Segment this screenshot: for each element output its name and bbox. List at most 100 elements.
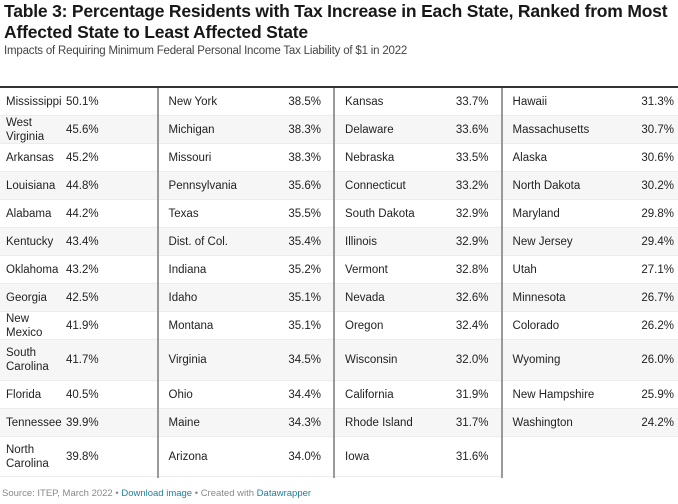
table-row: Delaware 33.6% xyxy=(335,116,501,144)
state-percentage: 32.6% xyxy=(455,291,489,304)
table-row: Alaska 30.6% xyxy=(502,144,678,172)
state-percentage: 41.9% xyxy=(66,319,99,332)
table-row: Washington 24.2% xyxy=(502,409,678,437)
state-name: Missouri xyxy=(168,151,212,164)
table-row: Iowa 31.6% xyxy=(335,437,501,477)
table-column-4: Hawaii 31.3% Massachusetts 30.7% Alaska 30.6%… xyxy=(500,88,678,478)
state-percentage: 29.8% xyxy=(641,207,674,220)
table-row: Idaho 35.1% xyxy=(158,284,334,312)
state-name: Florida xyxy=(6,388,42,401)
state-percentage: 26.7% xyxy=(641,291,674,304)
table-row: Arkansas 45.2% xyxy=(0,144,157,172)
table-row: Pennsylvania 35.6% xyxy=(158,172,334,200)
state-name: Alaska xyxy=(512,151,548,164)
state-percentage: 39.8% xyxy=(66,450,99,463)
state-percentage: 42.5% xyxy=(66,291,99,304)
table-row: Tennessee 39.9% xyxy=(0,409,157,437)
source-note: Source: ITEP, March 2022 • xyxy=(2,488,122,499)
state-name: South Carolina xyxy=(6,347,49,373)
table-row: Nevada 32.6% xyxy=(335,284,501,312)
table-column-1: Mississippi 50.1% West Virginia 45.6% Arkans… xyxy=(0,88,157,478)
state-percentage: 27.1% xyxy=(641,263,674,276)
state-name: Louisiana xyxy=(6,179,56,192)
state-name: Minnesota xyxy=(512,291,566,304)
state-name: Arkansas xyxy=(6,151,54,164)
state-percentage: 35.5% xyxy=(288,207,322,220)
state-name: New Mexico xyxy=(6,312,43,339)
created-with-text: • Created with xyxy=(192,488,257,499)
state-name: Nebraska xyxy=(345,151,395,164)
state-name: Utah xyxy=(512,263,537,276)
table-row: Texas 35.5% xyxy=(158,200,334,228)
state-percentage: 34.5% xyxy=(288,354,322,366)
state-name: Wisconsin xyxy=(345,354,398,366)
datawrapper-link[interactable]: Datawrapper xyxy=(256,488,312,499)
state-name: Maryland xyxy=(512,207,560,220)
state-percentage: 31.3% xyxy=(641,95,674,108)
state-name: Arizona xyxy=(168,450,208,463)
state-name: Pennsylvania xyxy=(168,179,237,192)
table-row: Rhode Island 31.7% xyxy=(335,409,501,437)
state-name: Kentucky xyxy=(6,235,54,248)
table-row: Florida 40.5% xyxy=(0,381,157,409)
state-percentage: 50.1% xyxy=(66,95,99,108)
table-row: Ohio 34.4% xyxy=(158,381,334,409)
download-image-link[interactable]: Download image xyxy=(121,488,193,499)
state-percentage: 26.0% xyxy=(641,354,674,366)
state-percentage: 31.9% xyxy=(455,388,489,401)
state-name: California xyxy=(345,388,394,401)
state-percentage: 32.4% xyxy=(455,319,489,332)
state-percentage: 31.6% xyxy=(455,450,489,463)
state-percentage: 45.2% xyxy=(66,151,99,164)
table-row: New Mexico 41.9% xyxy=(0,312,157,340)
state-name: Dist. of Col. xyxy=(168,235,228,248)
state-percentage: 35.4% xyxy=(288,235,322,248)
table-title: Table 3: Percentage Residents with Tax I… xyxy=(4,1,668,42)
table-row: Dist. of Col. 35.4% xyxy=(158,228,334,256)
state-percentage: 32.0% xyxy=(455,354,489,366)
table-row: Arizona 34.0% xyxy=(158,437,334,477)
state-percentage: 35.2% xyxy=(288,263,322,276)
table-row: North Carolina 39.8% xyxy=(0,437,157,477)
state-percentage: 33.2% xyxy=(455,179,489,192)
state-percentage: 39.9% xyxy=(66,416,99,429)
state-percentage: 44.8% xyxy=(66,179,99,192)
table-row: Oregon 32.4% xyxy=(335,312,501,340)
table-row: Colorado 26.2% xyxy=(502,312,678,340)
state-percentage: 34.3% xyxy=(288,416,322,429)
state-percentage: 43.2% xyxy=(66,263,99,276)
state-percentage: 34.0% xyxy=(288,450,322,463)
state-name: New Hampshire xyxy=(512,388,595,401)
state-name: New Jersey xyxy=(512,235,573,248)
state-percentage: 44.2% xyxy=(66,207,99,220)
state-name: North Dakota xyxy=(512,179,581,192)
state-percentage: 31.7% xyxy=(455,416,489,429)
state-percentage: 43.4% xyxy=(66,235,99,248)
state-name: Texas xyxy=(168,207,199,220)
table-row: Utah 27.1% xyxy=(502,256,678,284)
table-row: Alabama 44.2% xyxy=(0,200,157,228)
state-name: Tennessee xyxy=(6,416,62,429)
state-name: Kansas xyxy=(345,95,384,108)
state-name: Alabama xyxy=(6,207,52,220)
state-name: Wyoming xyxy=(512,354,561,366)
table-row: Kansas 33.7% xyxy=(335,88,501,116)
table-row: Georgia 42.5% xyxy=(0,284,157,312)
state-name: North Carolina xyxy=(6,443,49,470)
table-row: Maine 34.3% xyxy=(158,409,334,437)
state-name: Massachusetts xyxy=(512,123,590,136)
table-row: Mississippi 50.1% xyxy=(0,88,157,116)
state-name: Michigan xyxy=(168,123,215,136)
state-name: Ohio xyxy=(168,388,193,401)
state-percentage: 41.7% xyxy=(66,354,99,366)
state-name: Rhode Island xyxy=(345,416,413,429)
table-row: Connecticut 33.2% xyxy=(335,172,501,200)
table-row: Minnesota 26.7% xyxy=(502,284,678,312)
state-percentage: 34.4% xyxy=(288,388,322,401)
state-percentage: 25.9% xyxy=(641,388,674,401)
state-name: Connecticut xyxy=(345,179,406,192)
state-table: Mississippi 50.1% West Virginia 45.6% Arkans… xyxy=(0,86,678,478)
table-row: Indiana 35.2% xyxy=(158,256,334,284)
state-percentage: 45.6% xyxy=(66,123,99,136)
state-name: Delaware xyxy=(345,123,394,136)
